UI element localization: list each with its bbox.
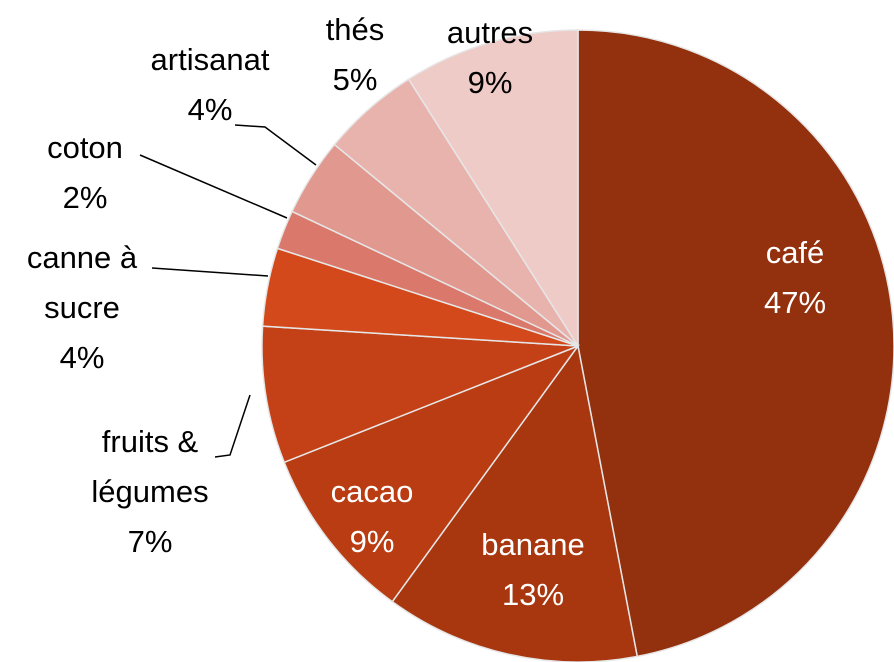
pie-slice bbox=[261, 325, 579, 464]
slice-label: thés 5% bbox=[305, 5, 405, 105]
slice-label: banane 13% bbox=[458, 520, 608, 620]
pie-slice bbox=[283, 344, 581, 603]
slice-category: cacao bbox=[330, 474, 414, 509]
slice-category: canne à sucre bbox=[26, 240, 138, 325]
leader-line bbox=[139, 154, 288, 219]
slice-category: fruits & légumes bbox=[91, 424, 209, 509]
leader-line bbox=[234, 124, 317, 166]
slice-label: autres 9% bbox=[425, 8, 555, 108]
pie-slice bbox=[407, 29, 579, 349]
pie-slice bbox=[577, 29, 894, 658]
leader-line bbox=[214, 394, 251, 458]
slice-label: canne à sucre 4% bbox=[7, 233, 157, 383]
slice-category: banane bbox=[481, 527, 585, 562]
leader-lines bbox=[139, 124, 317, 458]
slice-value: 4% bbox=[187, 92, 233, 127]
slice-value: 9% bbox=[349, 524, 395, 559]
slice-label: café 47% bbox=[720, 228, 870, 328]
slice-value: 7% bbox=[127, 524, 173, 559]
slice-value: 9% bbox=[467, 65, 513, 100]
slice-label: coton 2% bbox=[25, 123, 145, 223]
slice-category: coton bbox=[47, 130, 123, 165]
slice-label: artisanat 4% bbox=[125, 35, 295, 135]
slice-label: cacao 9% bbox=[312, 467, 432, 567]
slice-value: 13% bbox=[501, 577, 565, 612]
slice-value: 47% bbox=[763, 285, 827, 320]
slice-value: 2% bbox=[62, 180, 108, 215]
slice-category: café bbox=[765, 235, 825, 270]
pie-slice bbox=[391, 344, 639, 662]
leader-line bbox=[151, 267, 269, 277]
slice-category: thés bbox=[325, 12, 385, 47]
slice-value: 5% bbox=[332, 62, 378, 97]
slice-label: fruits & légumes 7% bbox=[65, 417, 235, 567]
slice-category: autres bbox=[446, 15, 534, 50]
slice-category: artisanat bbox=[150, 42, 270, 77]
slice-value: 4% bbox=[59, 340, 105, 375]
